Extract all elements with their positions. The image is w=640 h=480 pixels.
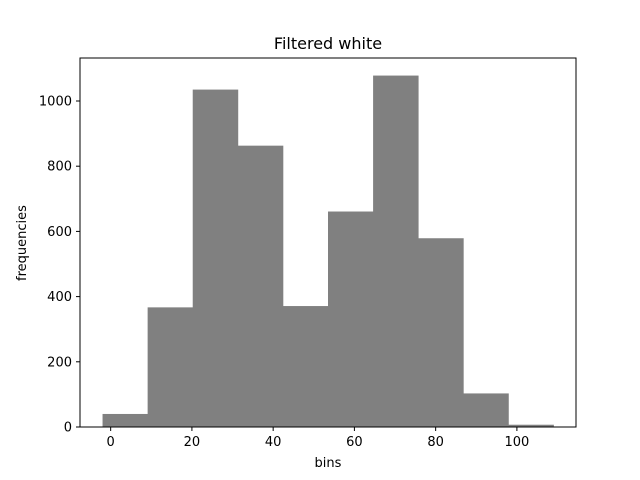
x-axis-ticks: 0 20 40 60 80 100: [107, 427, 529, 450]
histogram-bar: [237, 145, 284, 427]
histogram-bar: [463, 393, 509, 427]
y-axis-label: frequencies: [15, 205, 30, 281]
x-tick-label: 80: [427, 435, 444, 450]
chart-title: Filtered white: [274, 34, 382, 53]
y-tick-label: 600: [47, 225, 72, 240]
histogram-bar: [508, 424, 554, 427]
y-tick-label: 0: [64, 421, 72, 436]
x-axis-label: bins: [315, 456, 342, 471]
x-tick-label: 20: [184, 435, 201, 450]
y-tick-label: 400: [47, 290, 72, 305]
histogram-bar: [147, 307, 194, 427]
x-tick-label: 40: [265, 435, 282, 450]
plot-frame: [79, 57, 577, 428]
histogram-bar: [373, 75, 419, 428]
y-tick-label: 1000: [39, 94, 72, 109]
x-tick-label: 0: [107, 435, 115, 450]
y-tick-label: 200: [47, 355, 72, 370]
bars-group: [102, 75, 554, 428]
y-axis-ticks: 0 200 400 600 800 1000: [39, 94, 80, 436]
x-tick-label: 60: [346, 435, 363, 450]
histogram-bar: [102, 413, 149, 427]
histogram-bar: [418, 238, 464, 427]
y-tick-label: 800: [47, 160, 72, 175]
histogram-bar: [282, 306, 329, 427]
x-tick-label: 100: [504, 435, 529, 450]
histogram-bar: [328, 211, 374, 427]
histogram-bar: [192, 89, 239, 428]
